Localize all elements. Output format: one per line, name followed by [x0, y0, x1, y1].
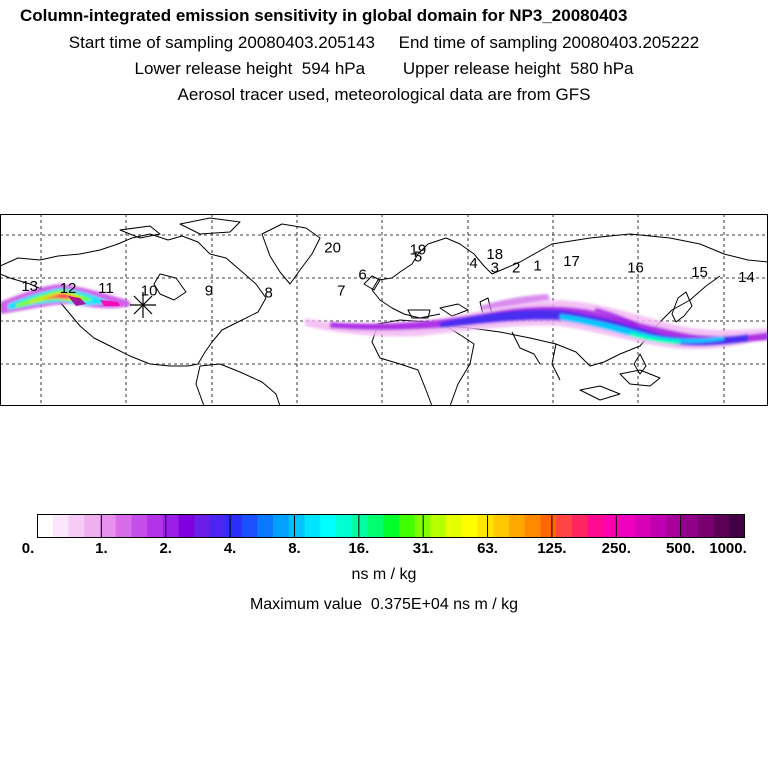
tracer-info-line: Aerosol tracer used, meteorological data… — [177, 85, 591, 104]
coastlines — [0, 217, 768, 406]
day-label-2: 2 — [512, 260, 520, 277]
day-label-3: 3 — [491, 260, 499, 277]
colorbar-swatch — [729, 514, 745, 538]
colorbar-tick-label: 250. — [601, 540, 631, 557]
maximum-value-text: Maximum value 0.375E+04 ns m / kg — [249, 596, 519, 613]
colorbar-swatch — [304, 514, 321, 538]
colorbar-swatch — [273, 514, 290, 538]
colorbar-swatch — [713, 514, 730, 538]
colorbar — [37, 514, 745, 538]
release-height-line: Lower release height 594 hPa Upper relea… — [134, 59, 634, 78]
colorbar-swatch — [697, 514, 715, 538]
day-label-16: 16 — [627, 260, 644, 277]
colorbar-swatch — [461, 514, 479, 538]
day-label-14: 14 — [738, 269, 755, 286]
colorbar-swatch — [493, 514, 510, 538]
colorbar-swatch — [603, 514, 620, 538]
colorbar-tick-label: 16. — [348, 540, 370, 557]
colorbar-tick-label: 63. — [477, 540, 498, 557]
colorbar-swatch — [571, 514, 589, 538]
colorbar-swatch — [225, 514, 243, 538]
colorbar-swatch — [147, 514, 164, 538]
colorbar-swatch — [320, 514, 337, 538]
colorbar-swatch — [351, 514, 368, 538]
day-label-17: 17 — [563, 253, 580, 270]
colorbar-tick-label: 500. — [666, 540, 696, 557]
colorbar-frame — [37, 514, 745, 538]
day-label-11: 11 — [98, 280, 114, 297]
colorbar-swatch — [477, 514, 494, 538]
day-label-15: 15 — [691, 264, 708, 281]
colorbar-swatch — [666, 514, 683, 538]
colorbar-tick-label: 4. — [223, 540, 237, 557]
colorbar-tick-label: 1. — [95, 540, 108, 557]
colorbar-swatch — [131, 514, 148, 538]
map-frame — [0, 214, 768, 406]
colorbar-swatch — [383, 514, 400, 538]
colorbar-swatch — [540, 514, 557, 538]
colorbar-swatch — [37, 514, 54, 538]
colorbar-tick-label: 31. — [412, 540, 434, 557]
colorbar-tick-label: 0. — [21, 540, 35, 557]
colorbar-swatch — [99, 514, 117, 538]
day-label-4: 4 — [469, 255, 477, 272]
day-label-13: 13 — [21, 278, 38, 295]
day-label-6: 6 — [358, 267, 366, 284]
colorbar-swatch — [288, 514, 306, 538]
colorbar-swatch — [509, 514, 526, 538]
colorbar-swatch — [619, 514, 636, 538]
colorbar-swatch — [84, 514, 101, 538]
colorbar-swatch — [556, 514, 573, 538]
colorbar-swatch — [398, 514, 416, 538]
plot-title: Column-integrated emission sensitivity i… — [20, 6, 628, 25]
day-label-1: 1 — [533, 257, 541, 274]
release-site-asterisk-icon — [130, 292, 156, 318]
day-label-18: 18 — [486, 246, 503, 263]
colorbar-tick-label: 8. — [288, 540, 301, 557]
day-label-7: 7 — [337, 282, 345, 299]
colorbar-swatch — [162, 514, 180, 538]
day-labels: 20 19 18 17 16 15 14 13 12 11 10 9 8 76 5 4 3 2 1 — [21, 239, 754, 301]
colorbar-swatch — [178, 514, 195, 538]
colorbar-units: ns m / kg — [351, 566, 417, 583]
colorbar-tick-label: 1000. — [709, 540, 747, 557]
colorbar-swatch — [335, 514, 353, 538]
colorbar-tick-label: 2. — [159, 540, 172, 557]
colorbar-swatch — [194, 514, 211, 538]
colorbar-swatch — [367, 514, 384, 538]
day-label-8: 8 — [265, 285, 273, 302]
colorbar-swatch — [587, 514, 604, 538]
colorbar-tick-label: 125. — [537, 540, 567, 557]
day-label-5: 5 — [414, 248, 422, 265]
day-label-9: 9 — [205, 282, 213, 299]
colorbar-swatch — [257, 514, 274, 538]
colorbar-swatch — [241, 514, 258, 538]
colorbar-swatch — [115, 514, 132, 538]
day-label-12: 12 — [60, 280, 77, 297]
day-label-20: 20 — [324, 239, 341, 256]
colorbar-swatch — [524, 514, 542, 538]
day-label-19: 19 — [410, 242, 427, 259]
world-map: 20 19 18 17 16 15 14 13 12 11 10 9 8 76 5 4 3 2 1 — [0, 214, 768, 406]
day-label-10: 10 — [141, 282, 158, 299]
colorbar-swatch — [650, 514, 667, 538]
colorbar-swatch — [430, 514, 447, 538]
colorbar-swatch — [68, 514, 85, 538]
colorbar-swatch — [682, 514, 699, 538]
colorbar-swatch — [52, 514, 70, 538]
colorbar-swatch — [210, 514, 227, 538]
map-gridlines — [0, 214, 768, 406]
colorbar-swatch — [446, 514, 463, 538]
sampling-time-line: Start time of sampling 20080403.205143 E… — [68, 33, 700, 52]
colorbar-swatch — [634, 514, 652, 538]
emission-sensitivity-plume — [0, 284, 768, 350]
